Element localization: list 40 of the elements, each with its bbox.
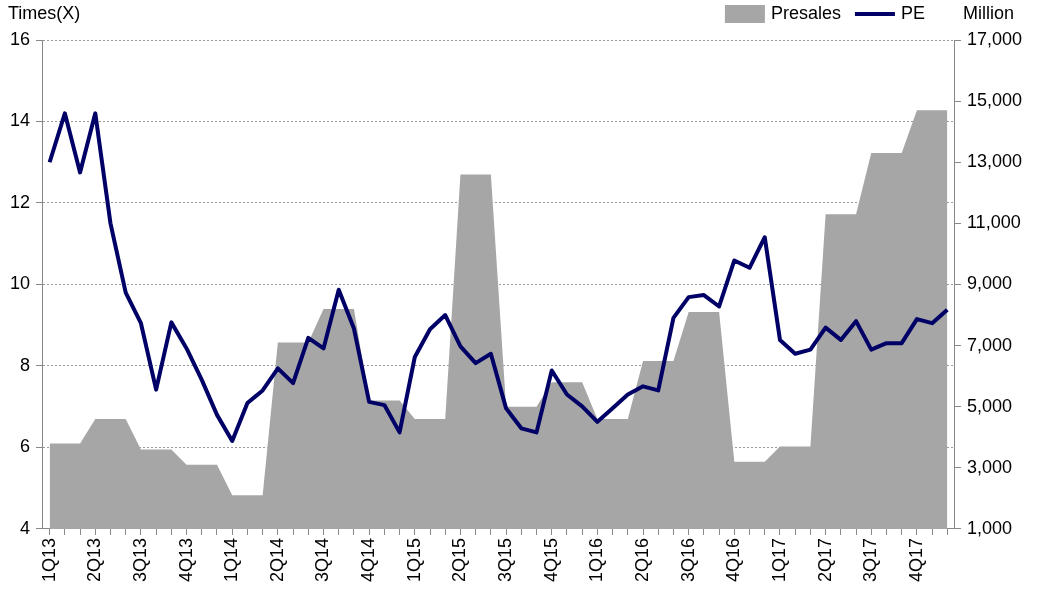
y2-tick-label: 3,000	[966, 456, 1012, 477]
x-tick-label: 1Q17	[768, 537, 789, 583]
x-tick-label: 2Q17	[814, 537, 835, 583]
x-tick-label: 4Q17	[905, 537, 926, 583]
y2-tick-label: 17,000	[966, 28, 1023, 49]
y2-tick-label: 5,000	[966, 395, 1012, 416]
y2-tick-label: 9,000	[966, 273, 1012, 294]
x-tick-label: 2Q15	[449, 537, 470, 583]
y-tick-label: 8	[20, 354, 31, 375]
x-tick-label: 4Q14	[358, 537, 379, 583]
legend-label: Presales	[770, 2, 841, 23]
x-tick-label: 2Q16	[632, 537, 652, 583]
y2-tick-label: 13,000	[966, 151, 1023, 172]
y-tick-label: 12	[9, 191, 31, 212]
x-tick-label: 3Q16	[677, 537, 698, 583]
y-tick-label: 16	[9, 28, 31, 49]
y2-tick-label: 11,000	[966, 212, 1021, 233]
x-tick-label: 3Q13	[129, 537, 150, 583]
y-tick-label: 6	[20, 436, 31, 457]
x-tick-label: 2Q13	[84, 537, 105, 583]
y-tick-label: 14	[9, 110, 31, 131]
x-tick-label: 1Q14	[221, 537, 242, 583]
x-tick-label: 1Q13	[38, 537, 59, 583]
x-tick-label: 4Q16	[723, 537, 744, 583]
x-tick-label: 4Q13	[175, 537, 196, 583]
y-tick-label: 4	[20, 517, 31, 538]
y-axis-title: Times(X)	[8, 2, 81, 23]
y-tick-label: 10	[9, 273, 31, 294]
y2-tick-label: 15,000	[966, 90, 1023, 111]
x-tick-label: 3Q14	[312, 537, 333, 583]
x-tick-label: 3Q17	[860, 537, 881, 583]
y2-tick-label: 1,000	[966, 517, 1012, 538]
y2-axis-title: Million	[962, 2, 1014, 23]
y2-tick-label: 7,000	[966, 334, 1012, 355]
legend-label: PE	[900, 2, 925, 23]
x-tick-label: 2Q14	[266, 537, 287, 583]
x-tick-label: 3Q15	[495, 537, 516, 583]
x-tick-label: 1Q16	[586, 537, 607, 583]
x-tick-label: 1Q15	[403, 537, 424, 583]
x-tick-label: 4Q15	[540, 537, 561, 583]
